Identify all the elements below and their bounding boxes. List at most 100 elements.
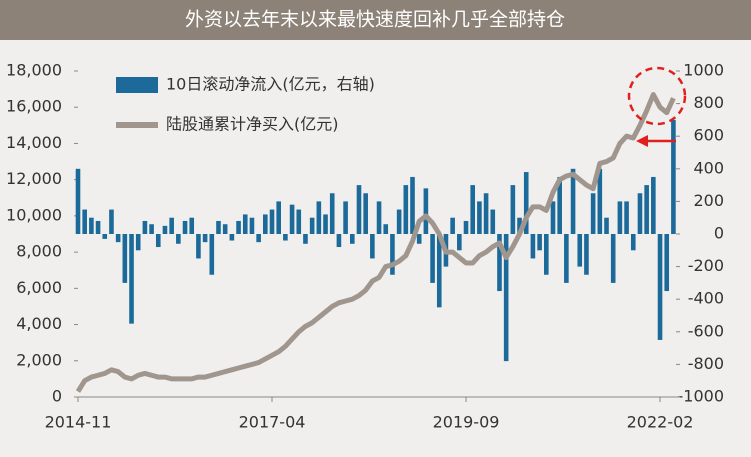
bar [122, 234, 128, 283]
bar [376, 201, 382, 234]
bar [436, 234, 442, 308]
bar [390, 234, 395, 275]
bar [356, 185, 362, 234]
bar [343, 201, 348, 234]
bar [610, 234, 616, 283]
bar [537, 234, 542, 251]
bar [182, 220, 188, 234]
bar [624, 201, 629, 234]
bar [463, 220, 469, 234]
bar [564, 234, 569, 283]
y2-tick-label: -400 [688, 289, 724, 308]
legend-label: 10日滚动净流入(亿元，右轴) [166, 75, 375, 94]
bar [577, 234, 583, 267]
bar [269, 209, 275, 234]
bar [363, 193, 368, 234]
x-tick-label: 2014-11 [45, 413, 112, 432]
bar [483, 193, 489, 234]
bar [664, 234, 670, 292]
bar [644, 185, 649, 234]
bar [383, 224, 389, 234]
bar [75, 168, 81, 234]
bar [263, 214, 268, 234]
line [75, 92, 676, 393]
bar [637, 193, 643, 234]
bar [169, 217, 174, 234]
bar [557, 176, 562, 234]
bar [149, 224, 154, 234]
y2-tick-label: 1000 [683, 61, 724, 80]
y2-tick-label: 800 [693, 93, 724, 112]
bar [283, 234, 288, 241]
bar [316, 201, 322, 234]
bar [115, 234, 121, 243]
bar [296, 209, 302, 234]
legend-label: 陆股通累计净买入(亿元) [166, 115, 339, 134]
bar [95, 220, 101, 234]
bar [309, 217, 315, 234]
y-tick-label: 4,000 [16, 314, 62, 333]
bar [450, 217, 455, 234]
bar [570, 168, 576, 234]
bar [236, 220, 241, 234]
y-tick-label: 2,000 [16, 350, 62, 369]
bar [544, 234, 549, 275]
y-tick-label: 0 [52, 387, 62, 406]
bar [162, 225, 168, 234]
bar [470, 185, 476, 234]
bar [617, 201, 623, 234]
bar [597, 168, 603, 234]
chart-title: 外资以去年末以来最快速度回补几乎全部持仓 [185, 9, 565, 31]
bar [129, 234, 134, 324]
bar [249, 217, 255, 234]
y-tick-label: 6,000 [16, 278, 62, 297]
y-tick-label: 14,000 [6, 133, 62, 152]
y-tick-label: 8,000 [16, 242, 62, 261]
bar [590, 193, 596, 234]
y-tick-label: 18,000 [6, 61, 62, 80]
bar [523, 172, 529, 234]
bar [189, 217, 195, 234]
bar [630, 234, 636, 251]
y2-tick-label: -1000 [678, 387, 725, 406]
x-tick-label: 2019-09 [433, 413, 500, 432]
bar [671, 119, 676, 234]
bar [490, 209, 496, 234]
bar [517, 217, 522, 234]
bar [196, 234, 201, 259]
bar [82, 209, 87, 234]
bar [349, 234, 355, 244]
y2-tick-label: 600 [693, 126, 724, 145]
bar [336, 234, 342, 248]
bar [370, 234, 375, 259]
bar [503, 234, 509, 362]
y2-tick-label: 400 [693, 158, 724, 177]
bar [89, 217, 94, 234]
bar [209, 234, 215, 275]
bar [403, 185, 409, 234]
bar [604, 217, 609, 234]
bar [497, 234, 502, 292]
highlight-circle [627, 66, 687, 126]
bar [651, 176, 656, 234]
x-tick-label: 2017-04 [239, 413, 306, 432]
bar [416, 234, 422, 244]
bar [657, 234, 663, 340]
bar [396, 209, 402, 234]
bar [202, 234, 208, 243]
y-tick-label: 16,000 [6, 97, 62, 116]
y2-tick-label: 200 [693, 191, 724, 210]
bar [410, 176, 415, 234]
x-tick-label: 2022-02 [627, 413, 694, 432]
y-tick-label: 12,000 [6, 169, 62, 188]
bar [135, 234, 141, 251]
bar [102, 234, 108, 239]
bar [423, 188, 429, 234]
bar [510, 185, 516, 234]
y2-tick-label: -800 [688, 354, 724, 373]
bar [584, 234, 589, 275]
bar [477, 201, 482, 234]
y2-tick-label: 0 [714, 224, 724, 243]
bar [323, 214, 328, 234]
